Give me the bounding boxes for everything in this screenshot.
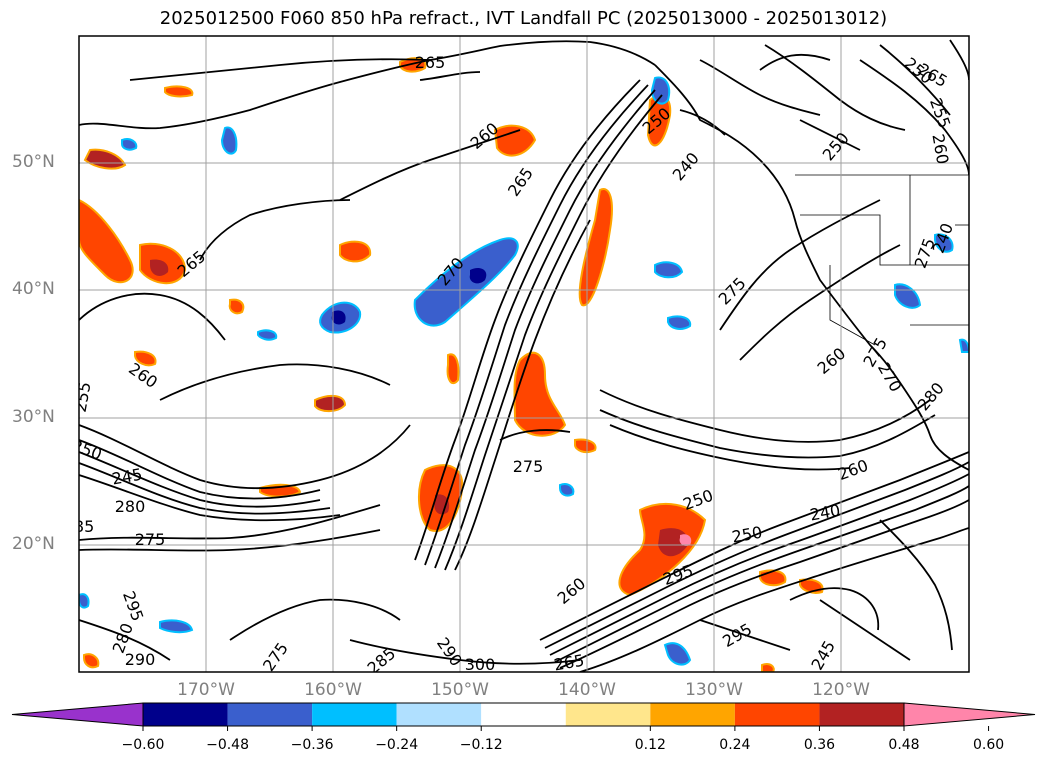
colorbar-tick-label: 0.36 xyxy=(803,737,836,753)
borders xyxy=(795,174,969,346)
lon-label-160w: 160°W xyxy=(304,680,362,700)
map-title: 2025012500 F060 850 hPa refract., IVT La… xyxy=(159,8,888,29)
colorbar-segment xyxy=(819,703,904,726)
contour-label: 255 xyxy=(71,380,95,413)
colorbar-tick-label: −0.60 xyxy=(121,737,165,753)
lon-label-170w: 170°W xyxy=(177,680,235,700)
map-frame xyxy=(78,35,970,673)
colorbar-segment xyxy=(481,703,566,726)
colorbar-tick-label: 0.12 xyxy=(634,737,666,753)
colorbar-tick-label: 0.60 xyxy=(972,737,1005,753)
colorbar-tick-label: −0.12 xyxy=(459,737,503,753)
lon-label-120w: 120°W xyxy=(812,680,870,700)
contour-label: 290 xyxy=(125,650,156,669)
colorbar-extend-min xyxy=(11,702,144,727)
contour-label: 285 xyxy=(64,517,95,536)
lon-label-150w: 150°W xyxy=(431,680,489,700)
lon-label-140w: 140°W xyxy=(558,680,616,700)
colorbar xyxy=(11,702,1036,731)
colorbar-tick-label: −0.48 xyxy=(206,737,249,753)
colorbar-tick-label: −0.24 xyxy=(375,737,419,753)
colorbar-extend-max xyxy=(903,702,1036,727)
contour-label: 280 xyxy=(115,497,146,516)
contour-label: 275 xyxy=(135,530,166,549)
colorbar-segment xyxy=(143,703,228,726)
colorbar-tick-label: 0.24 xyxy=(719,737,751,753)
contour-label: 265 xyxy=(415,53,446,72)
map-area: 2652602652652502702752552602502452802752… xyxy=(64,36,969,675)
negative-anomaly-shading xyxy=(79,76,969,666)
lat-label-30n: 30°N xyxy=(12,407,55,427)
colorbar-segment xyxy=(734,703,820,726)
colorbar-tick-label: −0.36 xyxy=(290,737,334,753)
colorbar-segment xyxy=(312,703,397,726)
colorbar-segment xyxy=(650,703,735,726)
lat-label-20n: 20°N xyxy=(12,534,55,554)
graticule xyxy=(79,36,969,672)
colorbar-segment xyxy=(565,703,651,726)
colorbar-segment xyxy=(396,703,482,726)
contour-label: 275 xyxy=(513,457,544,476)
colorbar-frame xyxy=(142,702,905,727)
refractivity-contours xyxy=(79,39,969,672)
colorbar-segment xyxy=(227,703,313,726)
colorbar-tick-label: 0.48 xyxy=(888,737,920,753)
lat-label-50n: 50°N xyxy=(12,152,55,172)
contour-label: 265 xyxy=(552,651,585,675)
lat-label-40n: 40°N xyxy=(12,279,55,299)
lon-label-130w: 130°W xyxy=(685,680,743,700)
coastlines xyxy=(79,40,969,471)
contour-label: 300 xyxy=(465,655,496,674)
